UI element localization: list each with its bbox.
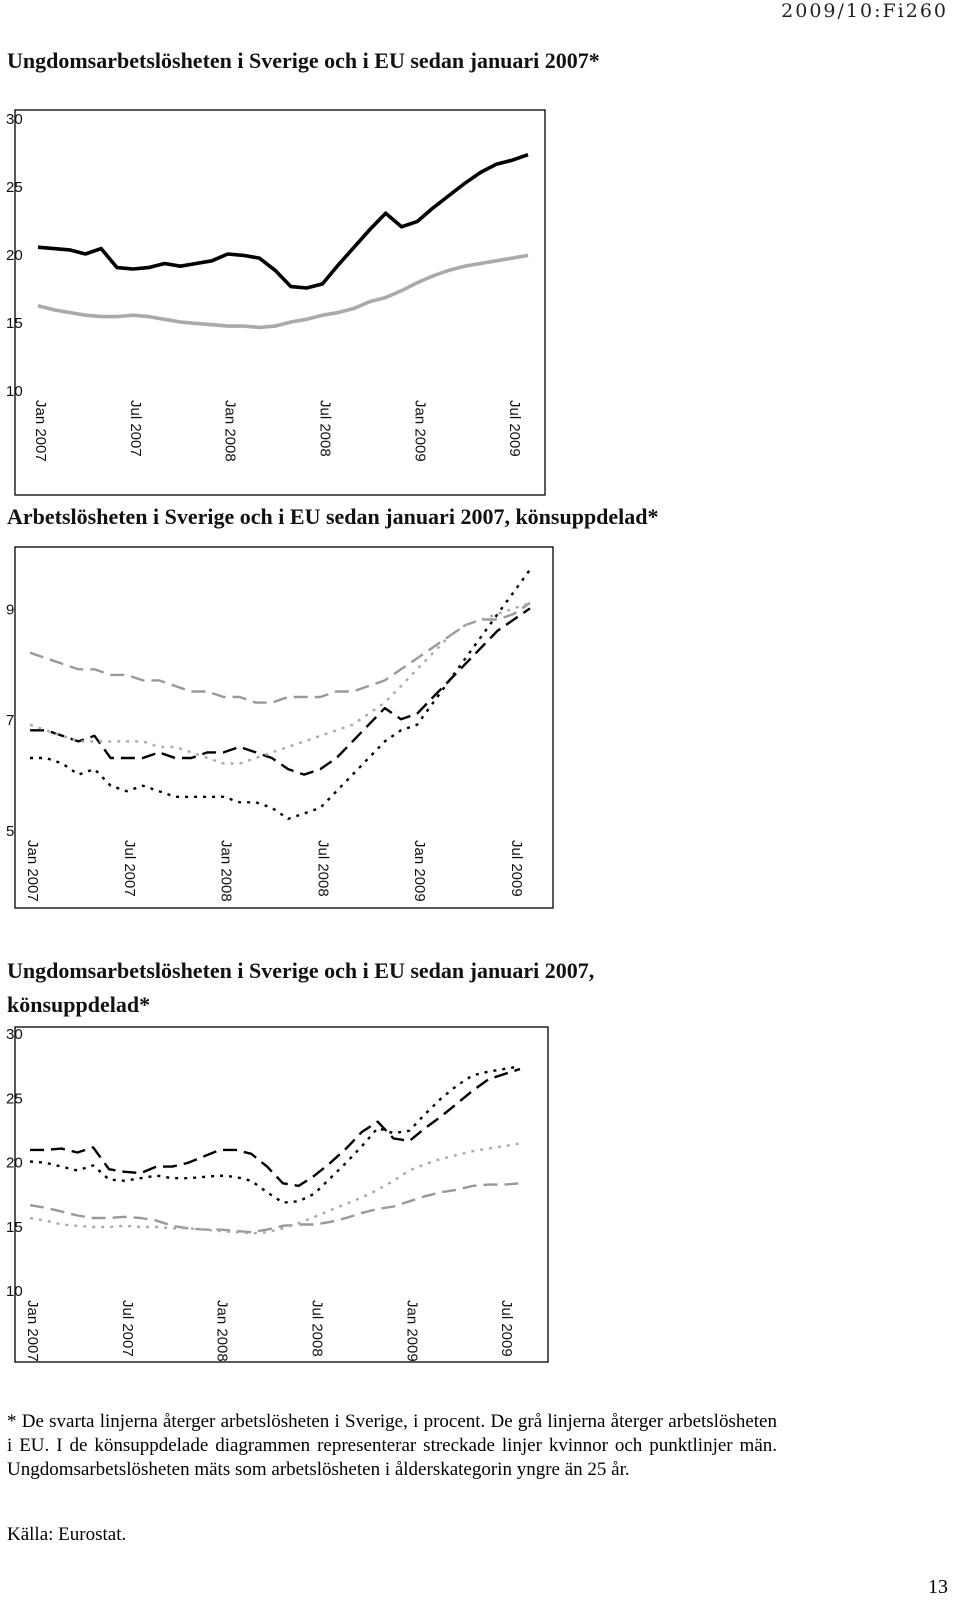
series-line [29,1182,521,1234]
x-tick-label: Jan 2009 [403,1300,420,1362]
x-tick-label: Jul 2009 [506,400,523,457]
x-tick-label: Jan 2007 [32,400,49,462]
x-tick-label: Jul 2008 [317,400,334,457]
y-tick-label: 10 [6,1283,23,1300]
x-tick-label: Jan 2009 [411,840,428,902]
y-tick-label: 20 [6,247,23,264]
x-tick-label: Jul 2007 [119,1300,136,1357]
document-id: 2009/10:Fi260 [781,0,948,22]
x-tick-label: Jul 2007 [121,840,138,897]
y-tick-label: 25 [6,1090,23,1107]
x-tick-label: Jul 2007 [127,400,144,457]
y-tick-label: 15 [6,1219,23,1236]
y-tick-label: 15 [6,315,23,332]
y-tick-label: 30 [6,111,23,128]
y-tick-label: 20 [6,1155,23,1172]
series-line [37,153,529,290]
chart-frame [14,546,554,909]
series-line [29,1065,521,1204]
youth-unemployment-by-sex-chart: 10 15 20 25 30 Jan 2007 Jul 2007 Jan 2008 Jul 20… [6,1026,549,1363]
chart-frame [14,109,546,496]
x-tick-label: Jan 2007 [24,840,41,902]
x-tick-label: Jul 2008 [309,1300,326,1357]
series-line [29,1142,521,1235]
x-tick-label: Jan 2007 [24,1300,41,1362]
x-tick-label: Jul 2009 [498,1300,515,1357]
youth-unemployment-chart: 10 15 20 25 30 Jan 2007 Jul 2007 Jan 2008 Jul 20… [6,109,546,496]
series-line [37,253,529,330]
chart-frame [14,1026,549,1363]
x-tick-label: Jul 2008 [314,840,331,897]
y-tick-label: 10 [6,383,23,400]
chart-title: Arbetslösheten i Sverige och i EU sedan … [7,504,659,529]
series-line [29,601,531,704]
chart-title: Ungdomsarbetslösheten i Sverige och i EU… [7,48,600,73]
chart-title: Ungdomsarbetslösheten i Sverige och i EU… [7,958,595,1017]
x-tick-label: Jan 2009 [411,400,428,462]
page-number: 13 [928,1576,948,1598]
source-note: Källa: Eurostat. [7,1524,127,1545]
y-tick-label: 25 [6,179,23,196]
series-line [29,601,531,765]
series-line [30,607,531,776]
x-tick-label: Jan 2008 [222,400,239,462]
series-line [30,1067,521,1188]
y-tick-label: 30 [6,1026,23,1043]
footnote: * De svarta linjerna återger arbetslöshe… [7,1411,777,1480]
y-tick-label: 9 [6,601,14,618]
x-tick-label: Jan 2008 [218,840,235,902]
unemployment-by-sex-chart: 5 7 9 Jan 2007 Jul 2007 Jan 2008 Jul 2008 Jan 2… [6,546,554,909]
y-tick-label: 7 [6,712,14,729]
y-tick-label: 5 [6,823,14,840]
x-tick-label: Jul 2009 [508,840,525,897]
series-line [30,568,531,821]
x-tick-label: Jan 2008 [214,1300,231,1362]
